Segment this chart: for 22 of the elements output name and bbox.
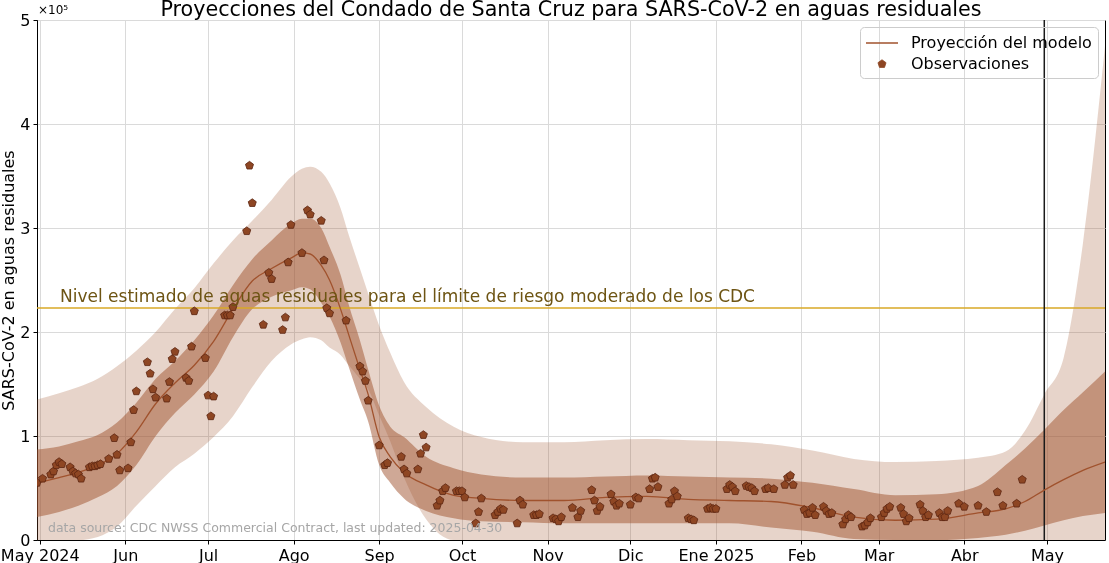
x-tick-label: Nov xyxy=(532,545,564,563)
x-tick-label: Dic xyxy=(618,545,644,563)
x-tick-label: Jun xyxy=(112,545,139,563)
x-tick-label: Abr xyxy=(950,545,980,563)
x-tick-label: Feb xyxy=(787,545,817,563)
y-axis-title: SARS-CoV-2 en aguas residuales xyxy=(0,150,19,411)
x-tick-label: Oct xyxy=(448,545,477,563)
chart-title: Proyecciones del Condado de Santa Cruz para SARS-CoV-2 en aguas residuales xyxy=(160,0,982,21)
x-tick-label: May xyxy=(1031,545,1065,563)
annotation: data source: CDC NWSS Commercial Contract, last updated: 2025-04-30 xyxy=(48,520,503,535)
y-tick-label: 4 xyxy=(20,114,31,134)
x-tick-label: Mar xyxy=(864,545,895,563)
legend-label: Observaciones xyxy=(911,54,1030,73)
x-tick-label: Sep xyxy=(364,545,395,563)
y-tick-label: 5 xyxy=(20,10,31,30)
y-tick-label: 2 xyxy=(20,322,31,342)
x-tick-label: Ene 2025 xyxy=(678,545,755,563)
x-tick-label: Jul xyxy=(197,545,219,563)
text: ×10⁵ xyxy=(38,3,69,17)
y-tick-label: 3 xyxy=(20,218,31,238)
x-tick-label: Ago xyxy=(278,545,310,563)
y-tick-label: 1 xyxy=(20,426,31,446)
